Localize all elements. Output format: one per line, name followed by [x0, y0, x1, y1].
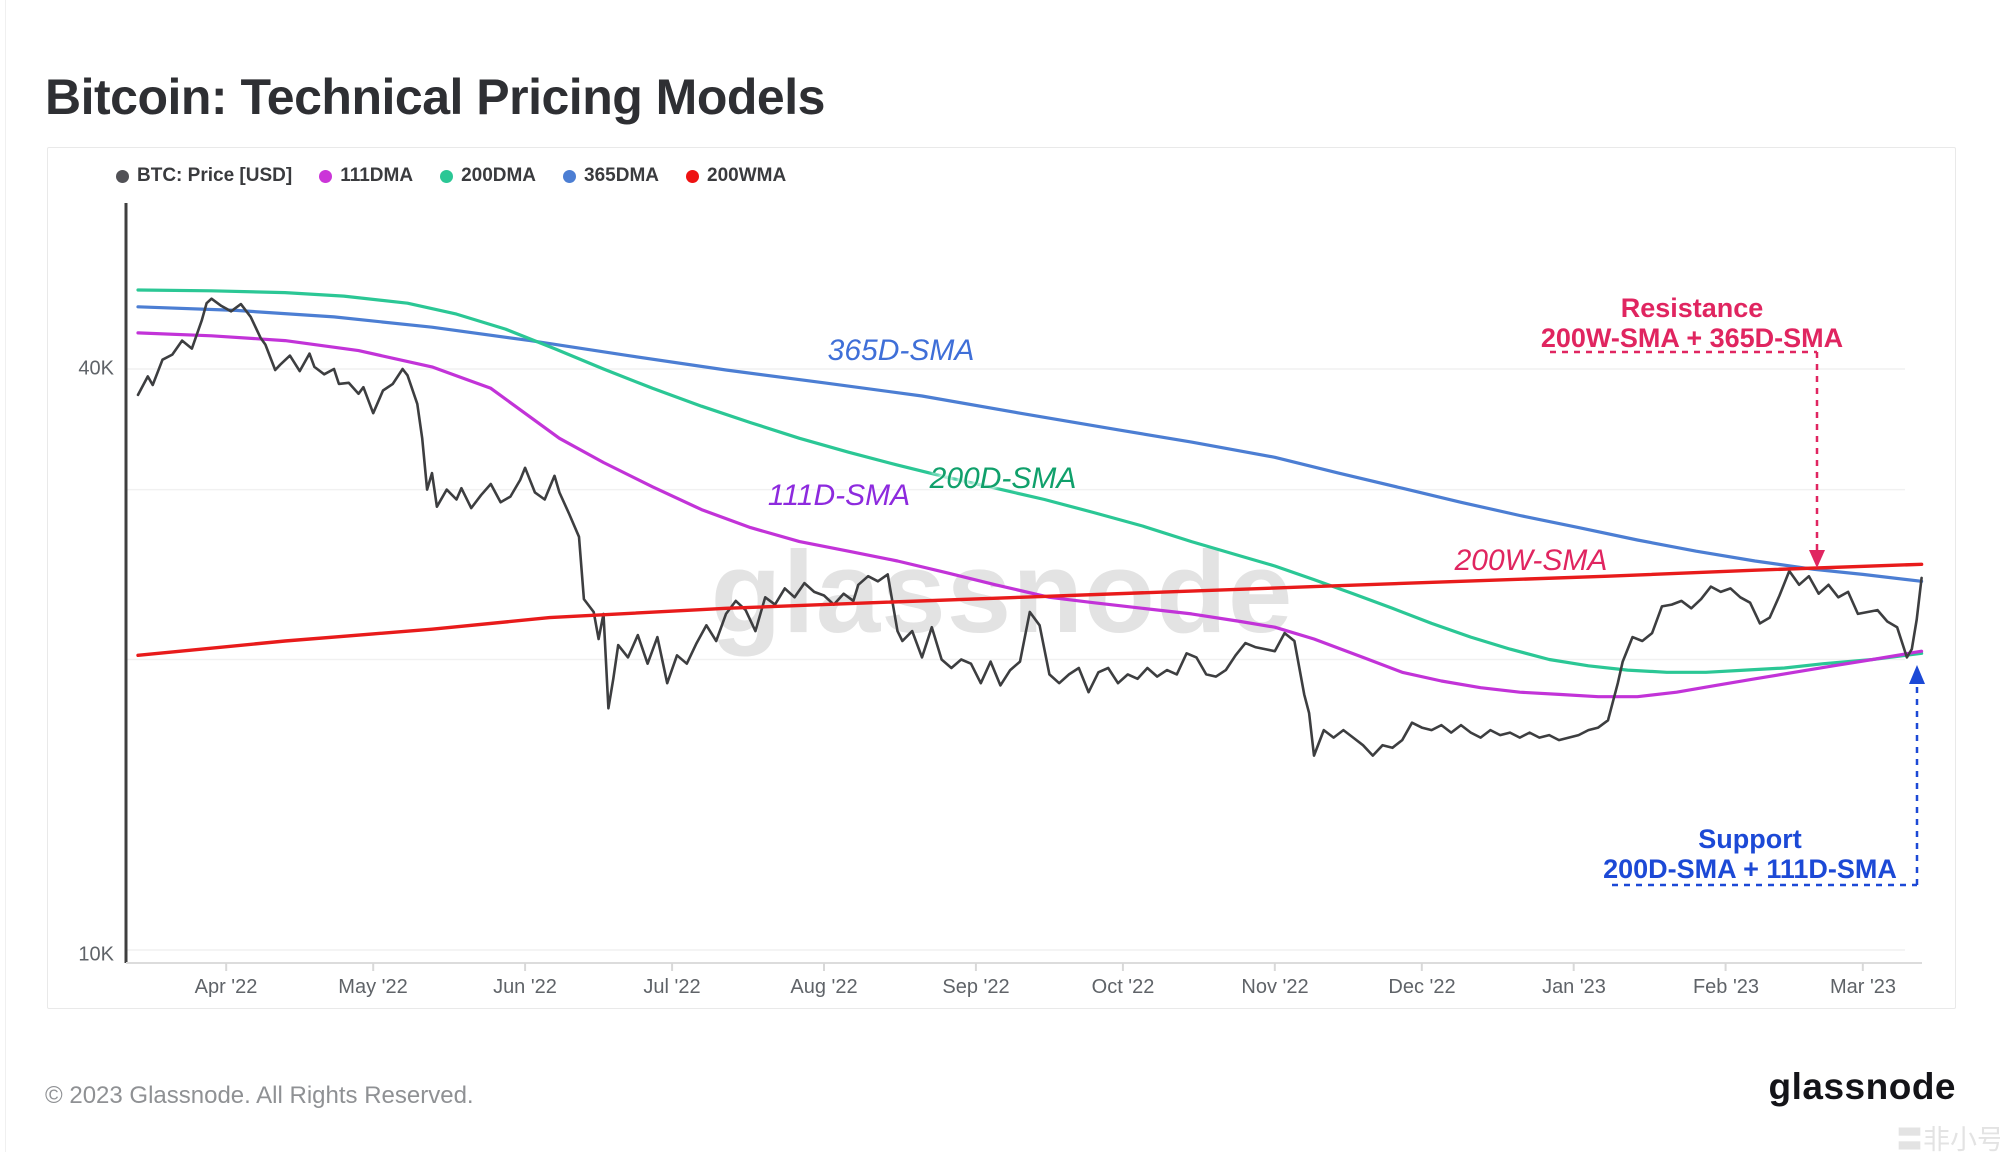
y-axis-label-40k: 40K	[78, 357, 114, 380]
legend-label: 365DMA	[584, 165, 660, 186]
chart-legend: BTC: Price [USD] 111DMA 200DMA 365DMA 200WMA	[116, 165, 786, 187]
x-axis-label: Nov '22	[1241, 976, 1309, 998]
annotation-resistance: Resistance 200W-SMA + 365D-SMA	[1541, 293, 1843, 353]
legend-label: 200WMA	[707, 165, 787, 186]
page-left-border	[5, 0, 6, 1152]
legend-label: 200DMA	[461, 165, 537, 186]
line-label-200w-sma: 200W-SMA	[1454, 544, 1608, 577]
legend-dot	[440, 169, 454, 183]
x-axis-label: Dec '22	[1388, 976, 1456, 998]
legend-dot	[686, 169, 700, 183]
legend-item-365dma: 365DMA	[563, 165, 659, 187]
legend-dot	[116, 169, 129, 183]
x-axis-label: Oct '22	[1091, 976, 1155, 998]
line-label-111d-sma: 111D-SMA	[767, 479, 911, 512]
x-axis-label: May '22	[338, 976, 408, 998]
legend-item-btc-price-usd-: BTC: Price [USD]	[116, 165, 292, 187]
x-axis-label: Apr '22	[194, 976, 258, 998]
footer-copyright: © 2023 Glassnode. All Rights Reserved.	[45, 1082, 474, 1109]
legend-label: BTC: Price [USD]	[137, 165, 293, 186]
x-axis-label: Sep '22	[942, 976, 1010, 998]
annotation-support-title: Support	[1698, 824, 1802, 854]
legend-dot	[319, 169, 333, 183]
legend-label: 111DMA	[340, 165, 414, 186]
x-axis-label: Mar '23	[1829, 976, 1897, 998]
legend-item-200wma: 200WMA	[686, 165, 786, 187]
x-axis-label: Feb '23	[1692, 976, 1760, 998]
annotation-support-detail: 200D-SMA + 111D-SMA	[1603, 854, 1897, 884]
page-title: Bitcoin: Technical Pricing Models	[45, 68, 825, 125]
legend-item-111dma: 111DMA	[319, 165, 413, 187]
glassnode-watermark: glassnode	[710, 527, 1294, 657]
annotation-resistance-title: Resistance	[1620, 293, 1764, 323]
line-label-200d-sma: 200D-SMA	[929, 462, 1077, 495]
x-axis-label: Jan '23	[1542, 976, 1606, 998]
glassnode-logo: glassnode	[1768, 1066, 1956, 1107]
x-axis-label: Jul '22	[643, 976, 701, 998]
x-axis-label: Aug '22	[790, 976, 858, 998]
x-axis-label: Jun '22	[493, 976, 557, 998]
annotation-support: Support 200D-SMA + 111D-SMA	[1603, 824, 1897, 884]
y-axis-label-10k: 10K	[78, 943, 114, 966]
annotation-resistance-detail: 200W-SMA + 365D-SMA	[1540, 323, 1844, 353]
legend-item-200dma: 200DMA	[440, 165, 536, 187]
corner-watermark: 〓非小号	[1896, 1125, 2000, 1152]
line-label-365d-sma: 365D-SMA	[827, 334, 975, 367]
legend-dot	[563, 169, 577, 183]
